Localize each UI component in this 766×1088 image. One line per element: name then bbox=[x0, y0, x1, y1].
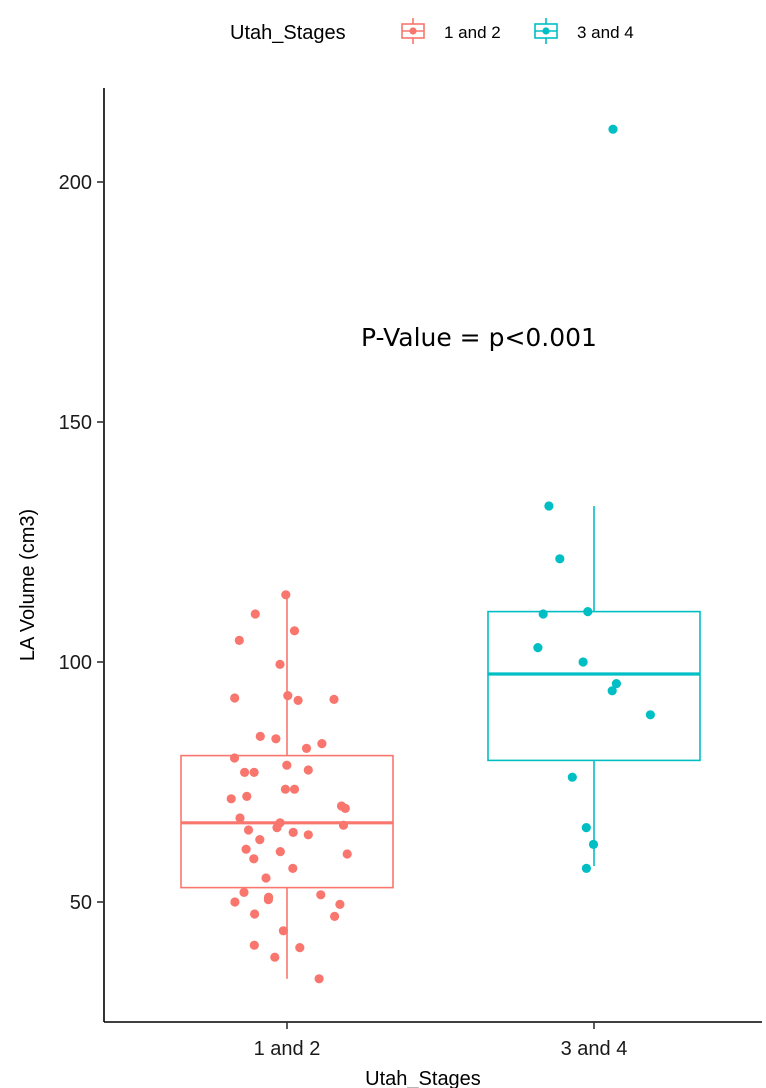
p-value-annotation: P-Value = p<0.001 bbox=[361, 323, 597, 352]
data-point bbox=[283, 691, 293, 701]
data-point bbox=[567, 772, 577, 782]
data-point bbox=[288, 827, 298, 838]
data-point bbox=[255, 731, 265, 742]
data-point bbox=[243, 825, 254, 835]
box-iqr bbox=[487, 610, 701, 762]
data-point bbox=[295, 943, 305, 953]
data-point bbox=[240, 767, 250, 778]
data-point bbox=[293, 695, 303, 706]
data-point bbox=[249, 767, 259, 778]
data-point bbox=[255, 835, 265, 845]
legend-key-1 bbox=[401, 18, 425, 44]
data-point bbox=[249, 940, 259, 950]
legend-label: 1 and 2 bbox=[444, 23, 501, 42]
data-point bbox=[303, 765, 313, 775]
y-axis-title: LA Volume (cm3) bbox=[17, 509, 39, 661]
data-point bbox=[645, 710, 656, 720]
data-point bbox=[226, 794, 236, 804]
data-point bbox=[289, 784, 300, 794]
legend-title: Utah_Stages bbox=[230, 22, 346, 44]
data-point bbox=[533, 643, 543, 653]
data-point bbox=[303, 830, 313, 840]
data-point bbox=[272, 823, 282, 833]
data-point bbox=[338, 820, 349, 830]
data-point bbox=[607, 686, 617, 696]
data-point bbox=[608, 124, 618, 134]
data-point bbox=[242, 791, 252, 802]
data-point bbox=[230, 693, 240, 703]
data-point bbox=[250, 909, 260, 919]
data-point bbox=[289, 626, 300, 636]
data-point bbox=[316, 890, 326, 900]
y-axis-ticks: 50 100 150 200 bbox=[59, 172, 104, 914]
data-point bbox=[230, 897, 240, 907]
data-point bbox=[314, 974, 324, 984]
data-point bbox=[229, 753, 240, 763]
x-axis-title: Utah_Stages bbox=[365, 1068, 481, 1088]
data-point bbox=[544, 501, 554, 511]
data-point bbox=[588, 839, 599, 850]
data-point bbox=[261, 873, 271, 883]
data-point bbox=[278, 926, 288, 936]
y-tick-label: 50 bbox=[70, 892, 92, 914]
data-point bbox=[288, 863, 298, 874]
boxes bbox=[180, 506, 701, 979]
data-point bbox=[340, 803, 350, 814]
data-point bbox=[555, 554, 565, 564]
legend-label: 3 and 4 bbox=[577, 23, 634, 42]
data-point bbox=[250, 609, 260, 619]
data-point bbox=[301, 743, 312, 754]
data-point bbox=[239, 887, 249, 898]
data-point bbox=[281, 590, 291, 600]
data-point bbox=[578, 657, 588, 667]
box-2 bbox=[487, 506, 701, 866]
data-point bbox=[581, 823, 591, 833]
data-point bbox=[249, 854, 259, 864]
data-point bbox=[270, 952, 280, 962]
data-point bbox=[282, 760, 292, 770]
data-point bbox=[317, 739, 327, 749]
data-point bbox=[581, 863, 592, 874]
x-tick-label: 1 and 2 bbox=[254, 1038, 321, 1060]
data-point bbox=[275, 659, 285, 670]
x-axis-ticks: 1 and 2 3 and 4 bbox=[254, 1022, 628, 1060]
y-tick-label: 100 bbox=[59, 652, 92, 674]
legend-key-2 bbox=[534, 18, 558, 44]
data-point bbox=[235, 813, 245, 823]
data-point bbox=[538, 609, 548, 619]
points bbox=[226, 124, 656, 984]
data-point bbox=[241, 844, 251, 854]
plot-area: 50 100 150 200 1 and 2 3 and 4 bbox=[59, 88, 762, 1060]
data-point bbox=[329, 694, 339, 705]
data-point bbox=[271, 734, 281, 744]
data-point bbox=[330, 911, 340, 922]
box-1 bbox=[180, 594, 394, 979]
x-tick-label: 3 and 4 bbox=[561, 1038, 628, 1060]
data-point bbox=[611, 679, 622, 689]
data-point bbox=[342, 849, 352, 859]
data-point bbox=[583, 607, 593, 617]
legend: Utah_Stages 1 and 2 3 and 4 bbox=[230, 18, 634, 44]
data-point bbox=[234, 635, 244, 646]
data-point bbox=[280, 784, 290, 794]
data-point bbox=[275, 847, 285, 857]
data-point bbox=[335, 899, 345, 910]
data-point bbox=[263, 895, 273, 905]
y-tick-label: 150 bbox=[59, 412, 92, 434]
y-tick-label: 200 bbox=[59, 172, 92, 194]
